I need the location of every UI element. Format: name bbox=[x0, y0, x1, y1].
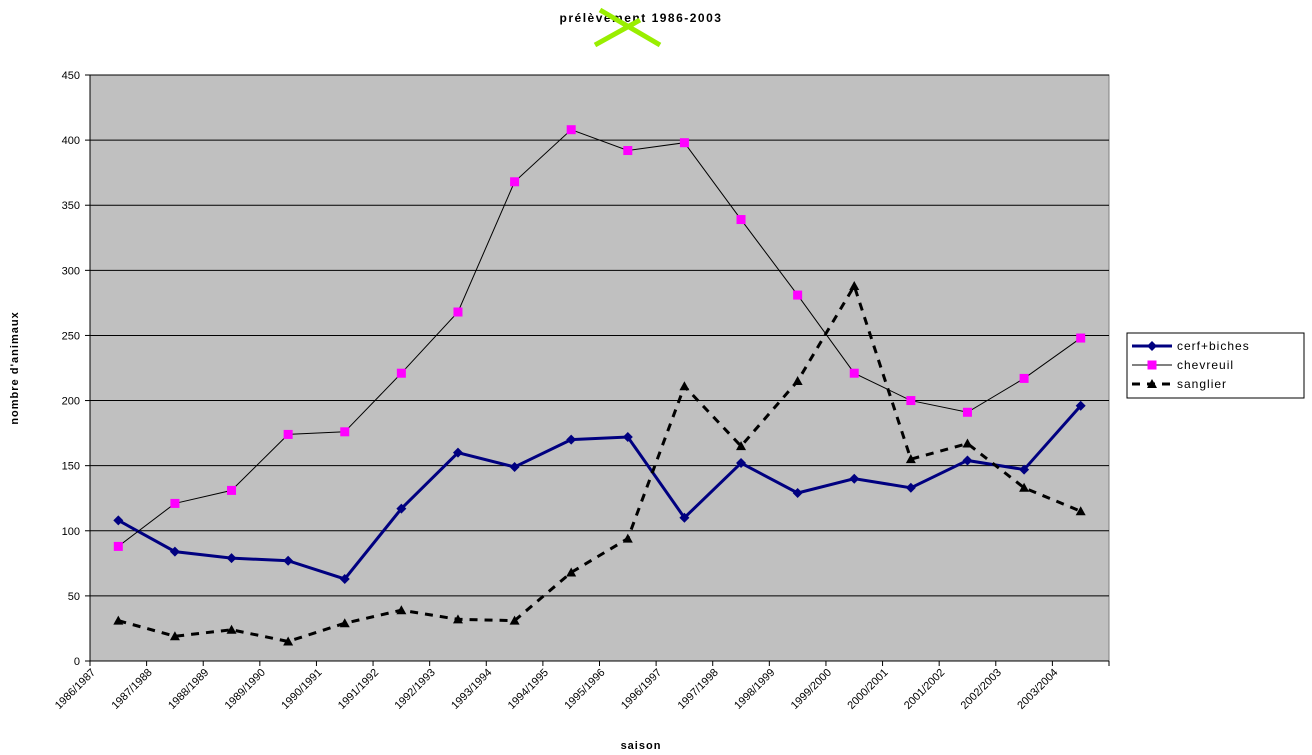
x-tick-label: 1987/1988 bbox=[109, 667, 154, 712]
marker bbox=[114, 542, 123, 551]
marker bbox=[850, 369, 859, 378]
x-axis-title: saison bbox=[621, 740, 662, 752]
x-tick-label: 2000/2001 bbox=[845, 667, 890, 712]
y-tick-label: 450 bbox=[62, 70, 80, 82]
x-tick-label: 1996/1997 bbox=[619, 667, 664, 712]
legend-label: chevreuil bbox=[1177, 358, 1234, 372]
marker bbox=[397, 369, 406, 378]
marker bbox=[1020, 374, 1029, 383]
x-tick-label: 1990/1991 bbox=[279, 667, 324, 712]
marker bbox=[284, 430, 293, 439]
x-tick-label: 2001/2002 bbox=[902, 667, 947, 712]
plot-area bbox=[90, 75, 1109, 661]
y-tick-label: 250 bbox=[62, 330, 80, 342]
legend-marker bbox=[1148, 361, 1157, 370]
y-axis-title: nombre d'animaux bbox=[9, 311, 21, 424]
x-tick-label: 2003/2004 bbox=[1015, 667, 1060, 712]
marker bbox=[227, 486, 236, 495]
x-tick-label: 1994/1995 bbox=[506, 667, 551, 712]
y-tick-label: 200 bbox=[62, 396, 80, 408]
marker bbox=[340, 427, 349, 436]
marker bbox=[453, 308, 462, 317]
marker bbox=[170, 499, 179, 508]
chart-title: prélèvement 1986-2003 bbox=[560, 11, 723, 25]
y-tick-label: 400 bbox=[62, 135, 80, 147]
marker bbox=[737, 215, 746, 224]
legend-label: sanglier bbox=[1177, 377, 1227, 391]
x-tick-label: 1991/1992 bbox=[336, 667, 381, 712]
x-tick-label: 1992/1993 bbox=[393, 667, 438, 712]
marker bbox=[510, 177, 519, 186]
marker bbox=[567, 125, 576, 134]
x-tick-label: 1995/1996 bbox=[562, 667, 607, 712]
x-tick-label: 1989/1990 bbox=[223, 667, 268, 712]
x-tick-label: 1993/1994 bbox=[449, 667, 494, 712]
x-tick-label: 1988/1989 bbox=[166, 667, 211, 712]
x-tick-label: 1998/1999 bbox=[732, 667, 777, 712]
y-tick-label: 300 bbox=[62, 265, 80, 277]
x-tick-label: 2002/2003 bbox=[959, 667, 1004, 712]
marker bbox=[906, 396, 915, 405]
y-tick-label: 0 bbox=[74, 656, 80, 668]
marker bbox=[623, 146, 632, 155]
marker bbox=[963, 408, 972, 417]
y-tick-label: 150 bbox=[62, 461, 80, 473]
x-tick-label: 1986/1987 bbox=[53, 667, 98, 712]
y-tick-label: 100 bbox=[62, 526, 80, 538]
x-tick-label: 1999/2000 bbox=[789, 667, 834, 712]
marker bbox=[1076, 334, 1085, 343]
marker bbox=[793, 291, 802, 300]
chart: prélèvement 1986-2003 saison nombre d'an… bbox=[0, 0, 1312, 755]
y-tick-label: 350 bbox=[62, 200, 80, 212]
marker bbox=[680, 138, 689, 147]
y-tick-label: 50 bbox=[68, 591, 80, 603]
legend-label: cerf+biches bbox=[1177, 339, 1250, 353]
x-tick-label: 1997/1998 bbox=[676, 667, 721, 712]
